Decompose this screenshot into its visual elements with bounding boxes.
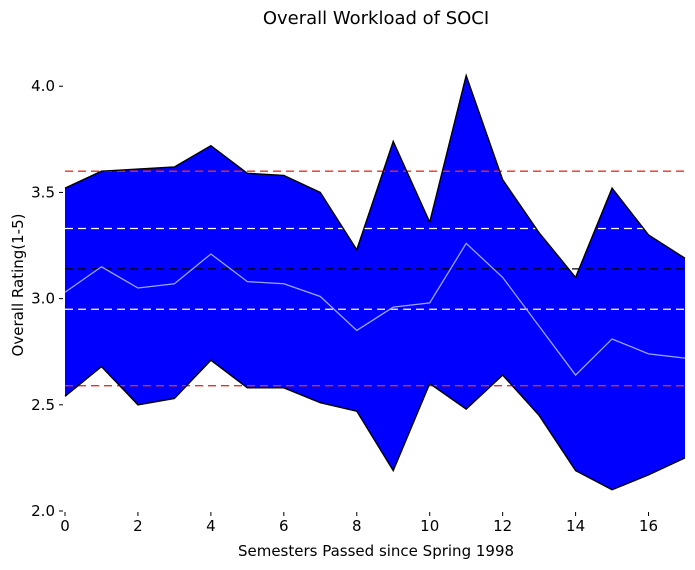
x-tick-label: 8 [352, 517, 362, 535]
x-axis-label: Semesters Passed since Spring 1998 [238, 542, 514, 560]
mean-line [64, 242, 686, 377]
chart-title: Overall Workload of SOCI [263, 8, 489, 29]
y-axis-label: Overall Rating(1-5) [9, 214, 27, 357]
y-tick-label: 2.5 [31, 396, 55, 414]
x-tick-label: 0 [60, 517, 70, 535]
x-tick-label: 12 [493, 517, 512, 535]
x-tick-label: 14 [566, 517, 585, 535]
y-axis: 2.0 2.5 3.0 3.5 4.0 [31, 77, 63, 520]
y-tick-label: 4.0 [31, 77, 55, 95]
range-band [65, 75, 685, 490]
upper-line [64, 73, 686, 279]
x-tick-label: 2 [133, 517, 143, 535]
x-tick-label: 10 [420, 517, 439, 535]
plot-area [64, 73, 686, 491]
x-tick-label: 16 [639, 517, 658, 535]
y-tick-label: 2.0 [31, 502, 55, 520]
x-tick-label: 6 [279, 517, 289, 535]
y-tick-label: 3.5 [31, 183, 55, 201]
x-axis: 0 2 4 6 8 10 12 14 16 [60, 512, 658, 535]
lower-line [64, 359, 686, 491]
y-tick-label: 3.0 [31, 290, 55, 308]
x-tick-label: 4 [206, 517, 216, 535]
